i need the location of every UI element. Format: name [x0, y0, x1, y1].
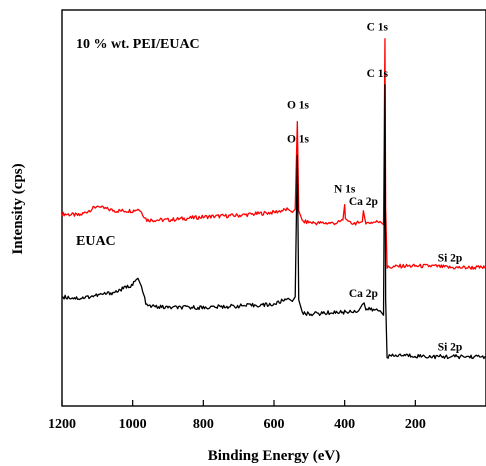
peak-label: N 1s	[334, 184, 356, 196]
x-tick-label: 800	[193, 417, 214, 432]
peak-label: O 1s	[287, 134, 310, 146]
x-axis-label: Binding Energy (eV)	[208, 448, 341, 464]
x-tick-label: 1200	[48, 417, 76, 432]
peak-label: Ca 2p	[349, 288, 378, 300]
plot-frame	[61, 9, 486, 407]
peak-label: Ca 2p	[349, 196, 378, 208]
series-layer	[61, 38, 486, 360]
legend-label-euac: EUAC	[76, 234, 116, 249]
x-tick-label: 600	[264, 417, 285, 432]
peak-label: Si 2p	[438, 342, 463, 354]
peak-label: C 1s	[367, 68, 389, 80]
legend-label-composite: 10 % wt. PEI/EUAC	[76, 37, 200, 52]
y-axis-label: Intensity (cps)	[10, 163, 26, 254]
peak-label: C 1s	[367, 22, 389, 34]
x-tick-label: 200	[405, 417, 426, 432]
series-line	[61, 38, 486, 270]
x-tick-label: 400	[334, 417, 355, 432]
x-axis-ticks: 1200 1000 800 600 400 200	[48, 400, 426, 432]
series-line	[61, 84, 486, 360]
peak-label: Si 2p	[438, 253, 463, 265]
peak-label: O 1s	[287, 100, 310, 112]
x-tick-label: 1000	[119, 417, 147, 432]
